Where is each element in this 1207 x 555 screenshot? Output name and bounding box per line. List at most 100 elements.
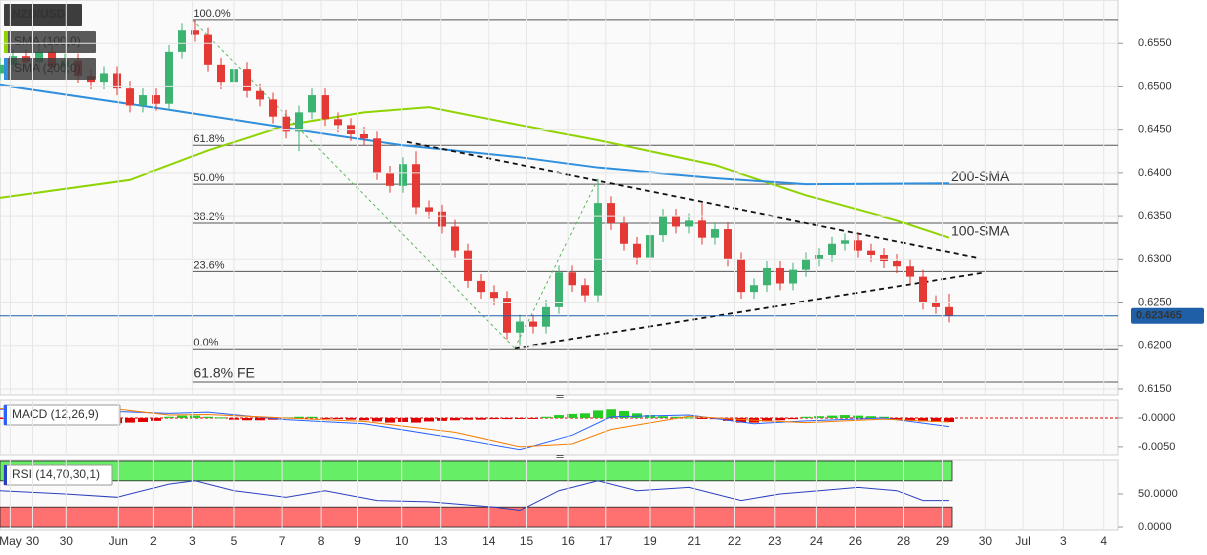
candle-body xyxy=(516,321,524,333)
macd-bar xyxy=(736,417,746,423)
y-tick-label: 0.6200 xyxy=(1138,340,1172,352)
candle-body xyxy=(620,222,628,244)
fib-label: 0.0% xyxy=(193,337,218,349)
y-tick-label: 0.6400 xyxy=(1138,167,1172,179)
fib-label: 61.8% xyxy=(193,133,224,145)
panel-splitter[interactable]: ═ xyxy=(555,452,564,463)
macd-bar xyxy=(164,416,174,418)
candle-body xyxy=(919,276,927,303)
macd-bar xyxy=(463,417,473,420)
macd-bar xyxy=(593,410,603,418)
legend-swatch xyxy=(4,58,8,80)
overbought-band xyxy=(0,460,953,482)
candle-body xyxy=(178,30,186,52)
y-tick-label: 0.6500 xyxy=(1138,80,1172,92)
fib-label: 23.6% xyxy=(193,259,224,271)
x-tick-label: 16 xyxy=(561,534,575,548)
panel-splitter[interactable]: ═ xyxy=(555,392,564,403)
x-tick-label: 13 xyxy=(434,534,448,548)
x-tick-label: 2 xyxy=(150,534,157,548)
macd-title: MACD (12,26,9) xyxy=(12,407,99,421)
macd-bar xyxy=(372,417,382,422)
sma-line xyxy=(0,106,950,239)
macd-bar xyxy=(827,415,837,418)
candle-body xyxy=(282,116,290,132)
trendline xyxy=(514,178,599,349)
x-tick-label: 10 xyxy=(395,534,409,548)
candle-body xyxy=(633,243,641,258)
x-tick-label: 22 xyxy=(728,534,742,548)
macd-bar xyxy=(346,417,356,420)
macd-bar xyxy=(606,409,616,418)
rsi-line xyxy=(0,480,949,512)
y-tick-label: 0.6550 xyxy=(1138,37,1172,49)
candle-body xyxy=(451,226,459,251)
macd-bar xyxy=(892,417,902,420)
candle-body xyxy=(269,99,277,117)
macd-bar xyxy=(489,417,499,420)
legend-swatch xyxy=(4,405,7,425)
y-tick-label: 0.6450 xyxy=(1138,124,1172,136)
x-tick-label: 23 xyxy=(768,534,782,548)
candle-body xyxy=(139,95,147,106)
rsi-plot xyxy=(0,460,953,528)
candle-body xyxy=(35,51,43,63)
candle-body xyxy=(204,34,212,65)
x-tick-label: Jun xyxy=(109,534,128,548)
candle-body xyxy=(815,254,823,260)
macd-bar xyxy=(437,417,447,421)
rsi-title: RSI (14,70,30,1) xyxy=(12,467,100,481)
candle-body xyxy=(945,306,953,316)
candle-body xyxy=(724,229,732,260)
macd-bar xyxy=(567,413,577,418)
candle-body xyxy=(399,164,407,186)
candle-body xyxy=(867,250,875,255)
macd-bar xyxy=(632,413,642,418)
x-tick-label: 4 xyxy=(1100,534,1107,548)
y-tick-label: 0.6150 xyxy=(1138,383,1172,395)
candle-body xyxy=(841,240,849,244)
signal-line xyxy=(0,407,950,448)
y-tick-label: 0.6350 xyxy=(1138,210,1172,222)
macd-bar xyxy=(398,417,408,422)
x-tick-label: 7 xyxy=(279,534,286,548)
candle-body xyxy=(555,272,563,307)
trendline xyxy=(192,19,516,349)
macd-bar xyxy=(944,417,954,422)
macd-panel xyxy=(0,399,1119,456)
main-plot: 100.0% 61.8% 50.0% 38.2% 23.6% 0.0% 61.8% FE xyxy=(0,8,1118,383)
candle-body xyxy=(737,259,745,293)
legend-box xyxy=(4,58,96,80)
x-tick-label: 3 xyxy=(1060,534,1067,548)
macd-bar xyxy=(203,416,213,418)
y-tick-label: 0.6300 xyxy=(1138,253,1172,265)
x-tick-label: 9 xyxy=(354,534,361,548)
macd-bar xyxy=(411,417,421,423)
macd-bar xyxy=(814,416,824,418)
macd-bar xyxy=(125,417,135,423)
candle-body xyxy=(568,272,576,286)
x-tick-label: 15 xyxy=(520,534,534,548)
candle-body xyxy=(906,266,914,277)
candle-body xyxy=(854,240,862,251)
macd-bar xyxy=(554,415,564,418)
candle-body xyxy=(152,95,160,104)
candle-body xyxy=(828,243,836,255)
x-tick-label: 17 xyxy=(599,534,613,548)
candle-body xyxy=(438,211,446,227)
candle-body xyxy=(243,69,251,91)
macd-bar xyxy=(671,416,681,418)
candle-body xyxy=(581,285,589,296)
macd-bar xyxy=(0,417,5,419)
macd-bar xyxy=(541,416,551,418)
y-tick-label: 0.6250 xyxy=(1138,296,1172,308)
candle-body xyxy=(217,64,225,83)
macd-bar xyxy=(658,416,668,418)
fib-label: 50.0% xyxy=(193,172,224,184)
macd-bar xyxy=(528,417,538,419)
candle-body xyxy=(477,280,485,293)
candle-body xyxy=(607,203,615,223)
legend-label: SMA (100,0) xyxy=(14,34,81,48)
chart-title: NZD/USD xyxy=(12,7,66,21)
